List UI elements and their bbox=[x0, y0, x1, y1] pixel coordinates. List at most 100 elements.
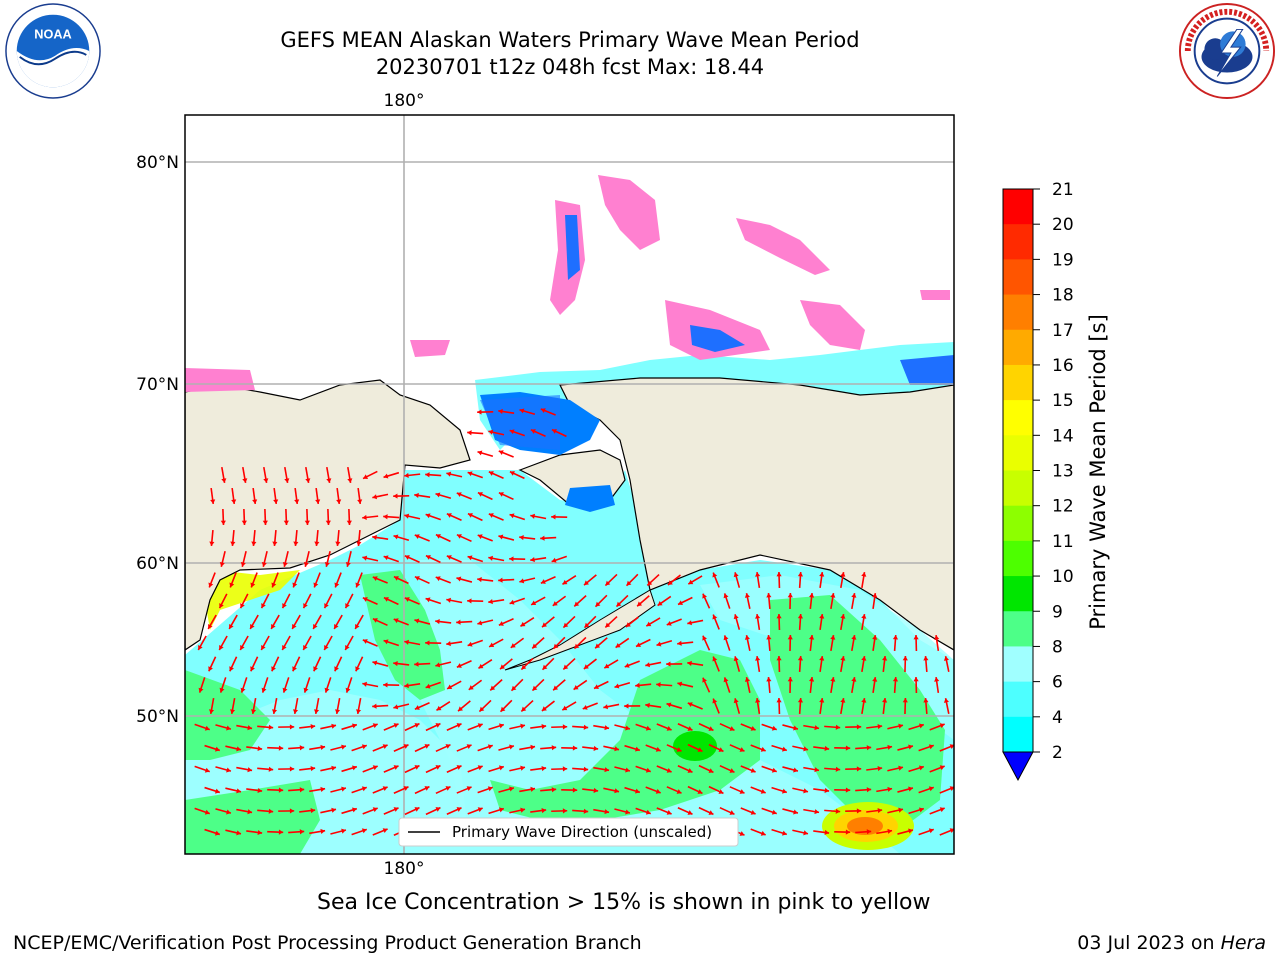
colorbar-tick-label: 16 bbox=[1052, 356, 1074, 376]
wave-arrow-head bbox=[913, 677, 919, 682]
wave-arrow-head bbox=[934, 677, 940, 682]
wave-arrow-head bbox=[500, 664, 505, 670]
wave-arrow-head bbox=[262, 520, 268, 525]
wave-arrow-head bbox=[314, 541, 320, 546]
wave-arrow-head bbox=[498, 621, 504, 626]
wave-arrow-head bbox=[835, 724, 841, 730]
wave-arrow-head bbox=[498, 577, 503, 583]
colorbar-segment bbox=[1003, 540, 1033, 577]
colorbar-tick-label: 19 bbox=[1052, 250, 1074, 270]
wave-arrow-head bbox=[584, 580, 589, 586]
wave-arrow-head bbox=[303, 603, 308, 609]
wave-arrow-head bbox=[446, 597, 452, 603]
wave-arrow-head bbox=[542, 664, 548, 670]
wave-arrow-head bbox=[292, 623, 297, 629]
wave-arrow-head bbox=[477, 577, 482, 583]
swell-region-southwest bbox=[185, 780, 320, 854]
wave-arrow-head bbox=[204, 809, 210, 815]
wave-arrow-head bbox=[923, 656, 929, 661]
wave-arrow-head bbox=[928, 786, 934, 792]
wave-arrow-head bbox=[845, 829, 851, 835]
wave-arrow-head bbox=[335, 541, 341, 546]
wave-arrow-head bbox=[362, 555, 368, 561]
colorbar-tick-label: 15 bbox=[1052, 391, 1074, 411]
wave-arrow-head bbox=[282, 603, 287, 609]
wave-arrow-head bbox=[404, 639, 410, 645]
wave-arrow-head bbox=[310, 808, 316, 814]
wave-arrow-head bbox=[341, 786, 346, 792]
wave-arrow-head bbox=[593, 745, 599, 751]
wave-arrow-head bbox=[435, 619, 440, 625]
wave-arrow-head bbox=[257, 787, 263, 794]
wave-arrow-head bbox=[614, 788, 620, 794]
wave-arrow-head bbox=[226, 725, 231, 731]
wave-arrow-head bbox=[760, 830, 766, 836]
wave-arrow-head bbox=[240, 687, 246, 693]
wave-arrow-head bbox=[540, 579, 546, 584]
wave-arrow-head bbox=[310, 724, 316, 730]
wave-arrow-head bbox=[414, 765, 420, 770]
wave-arrow-head bbox=[551, 787, 557, 793]
wave-arrow-head bbox=[304, 520, 310, 525]
wave-arrow-head bbox=[293, 541, 299, 546]
colorbar-segment bbox=[1003, 224, 1033, 260]
wave-arrow-head bbox=[325, 520, 331, 525]
wave-arrow-head bbox=[702, 635, 708, 641]
colorbar-tick-label: 14 bbox=[1052, 426, 1074, 446]
wave-arrow-head bbox=[498, 492, 504, 497]
wave-arrow-head bbox=[856, 724, 862, 730]
wave-arrow-head bbox=[760, 788, 766, 794]
wave-arrow-head bbox=[305, 478, 311, 483]
wave-arrow-head bbox=[553, 643, 559, 649]
colorbar-tick-label: 2 bbox=[1052, 743, 1063, 763]
wave-arrow-head bbox=[292, 709, 299, 714]
wave-arrow-head bbox=[531, 600, 537, 606]
wave-arrow-head bbox=[687, 702, 693, 707]
wave-arrow-head bbox=[845, 787, 851, 793]
wave-arrow-head bbox=[467, 471, 473, 477]
wave-arrow-head bbox=[487, 744, 493, 750]
wave-arrow-head bbox=[793, 725, 798, 731]
wave-arrow-head bbox=[509, 599, 515, 605]
colorbar-segment bbox=[1003, 576, 1033, 612]
wave-arrow-head bbox=[435, 576, 441, 582]
wave-arrow-head bbox=[404, 472, 409, 478]
wave-arrow-head bbox=[477, 620, 483, 626]
wave-arrow-head bbox=[766, 635, 772, 640]
wave-arrow-head bbox=[835, 766, 841, 772]
wave-arrow-head bbox=[404, 513, 410, 519]
wave-arrow-head bbox=[687, 660, 692, 666]
wave-arrow-head bbox=[272, 541, 278, 546]
wave-arrow-head bbox=[712, 614, 718, 620]
colorbar-segment bbox=[1003, 505, 1033, 542]
wave-arrow-head bbox=[424, 744, 430, 749]
wave-arrow-head bbox=[240, 562, 246, 567]
wave-arrow-head bbox=[563, 664, 569, 670]
wave-arrow-head bbox=[477, 409, 482, 415]
wave-arrow-head bbox=[723, 635, 729, 641]
sea-ice-note: Sea Ice Concentration > 15% is shown in … bbox=[317, 890, 931, 915]
sea-ice-3 bbox=[736, 218, 830, 275]
wave-arrow-head bbox=[334, 709, 341, 714]
wave-arrow-head bbox=[268, 724, 274, 730]
wave-arrow-head bbox=[616, 601, 622, 607]
wave-arrow-head bbox=[204, 725, 210, 731]
wave-arrow-head bbox=[856, 766, 862, 772]
wave-arrow-head bbox=[840, 656, 846, 661]
wave-arrow-head bbox=[744, 677, 750, 682]
wave-arrow-head bbox=[562, 705, 568, 711]
wave-arrow-head bbox=[498, 765, 504, 771]
wave-arrow-head bbox=[814, 809, 820, 815]
wave-arrow-head bbox=[229, 709, 236, 714]
wave-arrow-head bbox=[583, 766, 589, 772]
wave-arrow-head bbox=[797, 614, 804, 619]
wave-arrow-head bbox=[744, 635, 750, 640]
wave-arrow-head bbox=[729, 726, 735, 731]
wave-arrow-head bbox=[334, 666, 339, 672]
wave-arrow-head bbox=[604, 725, 610, 731]
wave-arrow-head bbox=[479, 706, 485, 712]
wave-arrow-head bbox=[345, 687, 351, 693]
wave-arrow-head bbox=[341, 828, 346, 834]
footer-credit: NCEP/EMC/Verification Post Processing Pr… bbox=[13, 932, 642, 954]
wave-arrow-head bbox=[787, 677, 793, 682]
